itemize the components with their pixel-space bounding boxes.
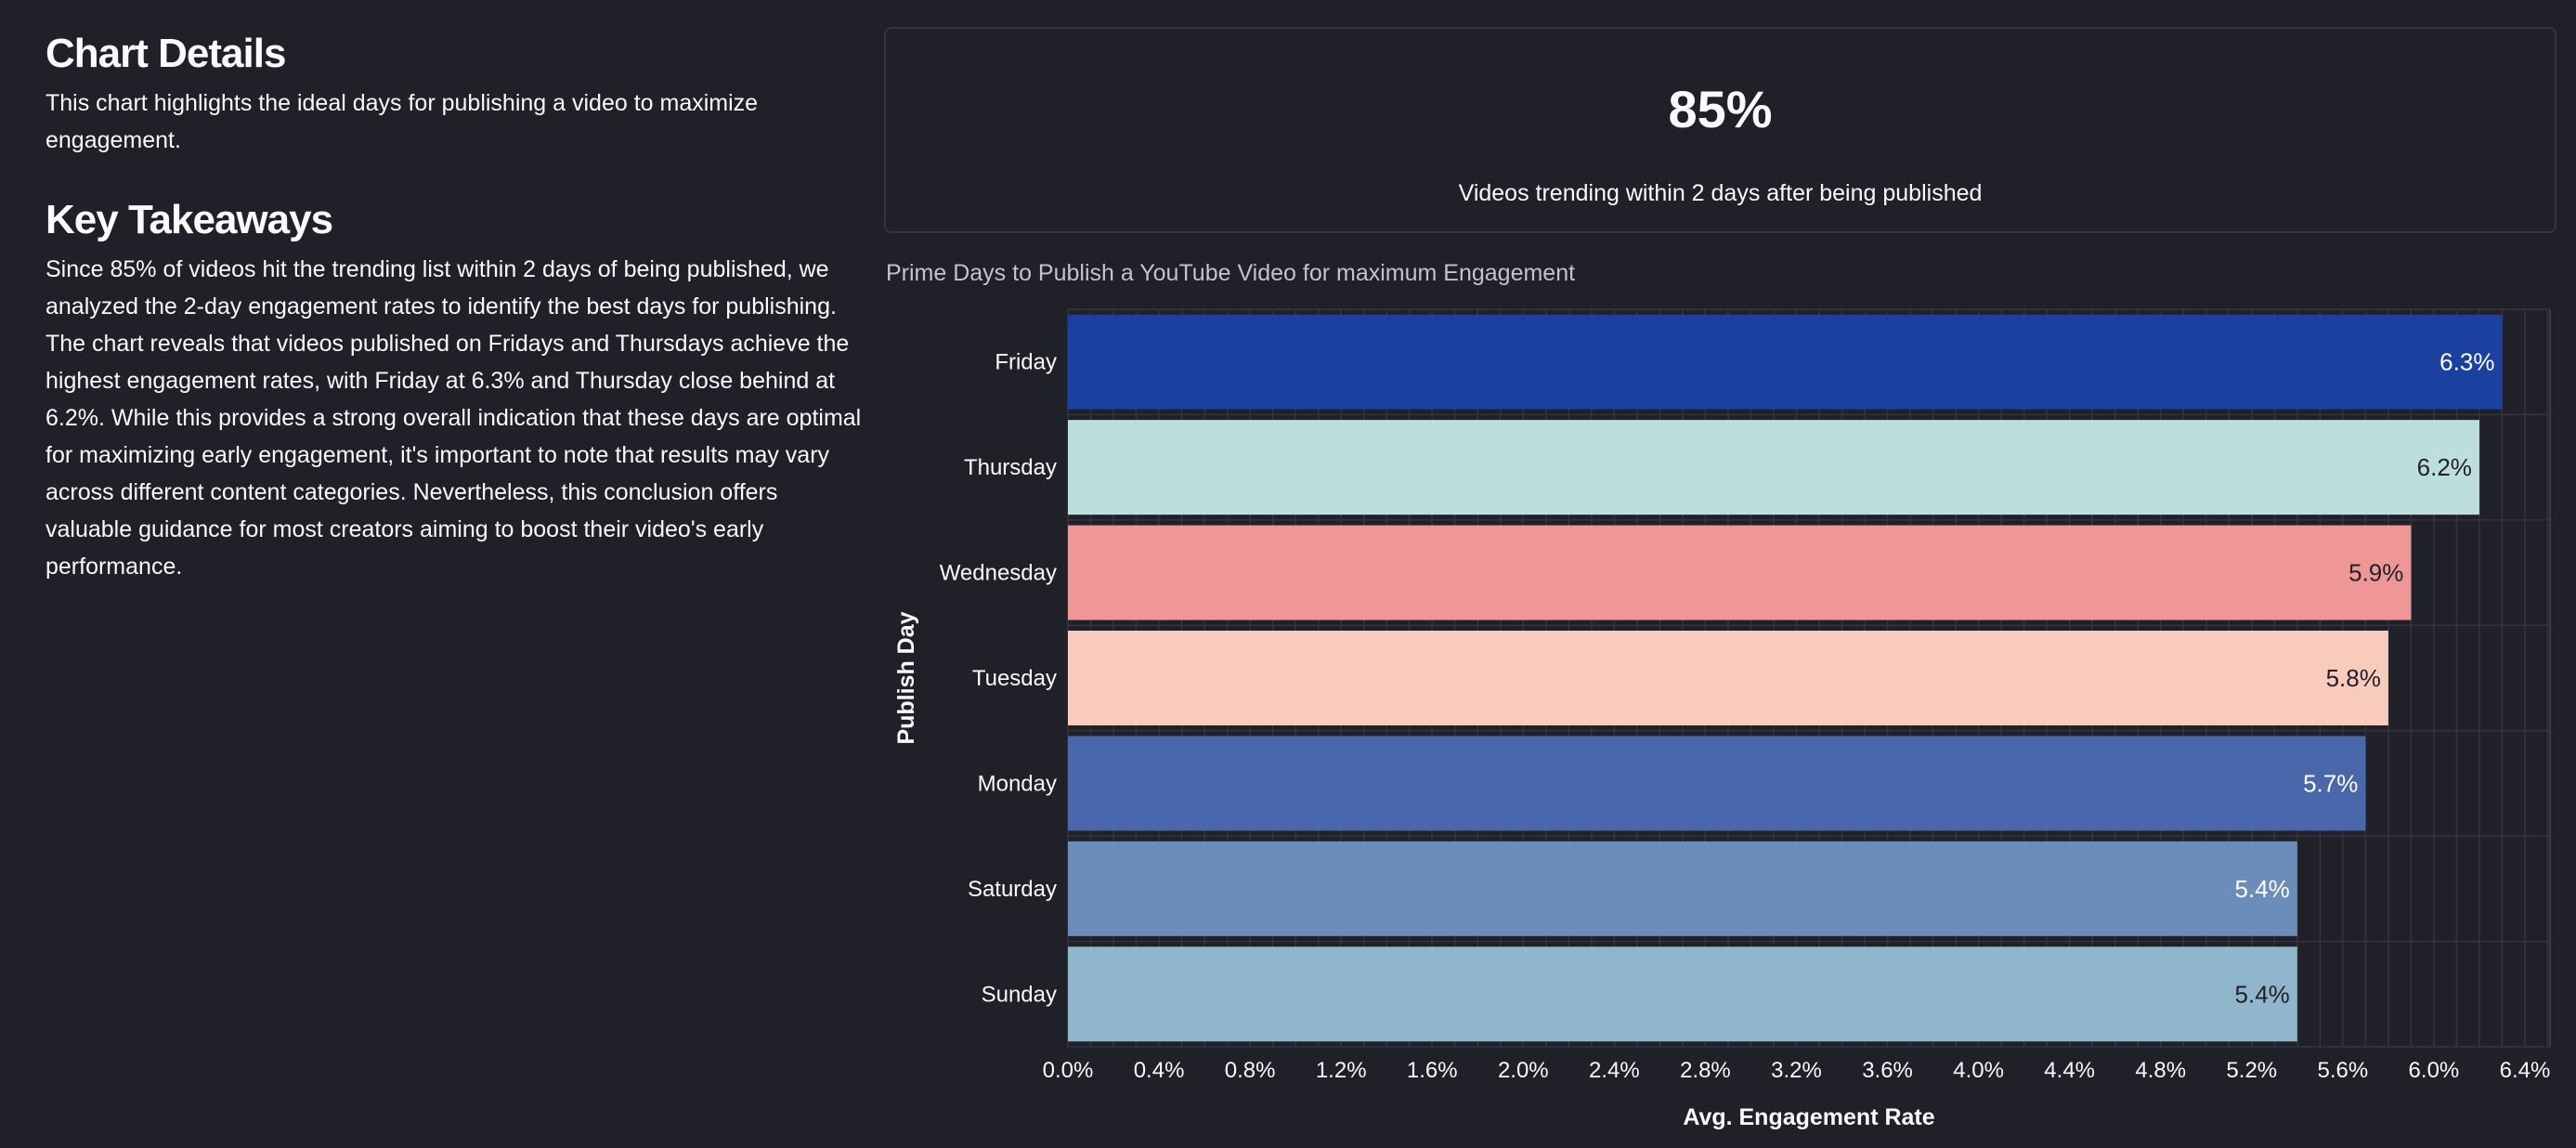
x-tick-label: 0.4% xyxy=(1134,1058,1185,1083)
x-tick-label: 4.4% xyxy=(2044,1058,2095,1083)
key-takeaways-text: Since 85% of videos hit the trending lis… xyxy=(46,256,862,580)
y-tick-label: Friday xyxy=(995,350,1057,375)
y-tick-label: Thursday xyxy=(964,455,1057,480)
bar-value-label: 5.4% xyxy=(2235,875,2290,903)
y-tick-label: Monday xyxy=(978,771,1057,796)
bar-value-label: 5.9% xyxy=(2348,559,2403,587)
chart-bars: 6.3% 6.2% 5.9% 5.8% 5.7% 5.4% 5.4% xyxy=(1068,314,2503,1042)
y-tick-label: Sunday xyxy=(982,982,1057,1007)
x-tick-label: 4.0% xyxy=(1953,1058,2004,1083)
x-tick-label: 3.2% xyxy=(1771,1058,1822,1083)
y-tick-label: Saturday xyxy=(968,877,1057,902)
x-tick-label: 0.8% xyxy=(1225,1058,1276,1083)
metric-card: 85% Videos trending within 2 days after … xyxy=(884,27,2556,233)
x-tick-label: 6.0% xyxy=(2409,1058,2460,1083)
x-tick-label: 6.4% xyxy=(2500,1058,2551,1083)
bar-value-label: 6.2% xyxy=(2417,453,2472,481)
x-tick-label: 0.0% xyxy=(1043,1058,1094,1083)
bar-thursday[interactable] xyxy=(1068,420,2479,515)
y-tick-label: Wednesday xyxy=(940,561,1057,586)
bar-value-label: 5.8% xyxy=(2326,664,2381,692)
metric-value: 85% xyxy=(1668,80,1773,138)
x-axis-title: Avg. Engagement Rate xyxy=(1683,1104,1934,1130)
metric-label: Videos trending within 2 days after bein… xyxy=(1458,180,1983,206)
bar-sunday[interactable] xyxy=(1068,946,2297,1042)
x-tick-label: 2.8% xyxy=(1680,1058,1731,1083)
x-tick-label: 2.0% xyxy=(1498,1058,1549,1083)
key-takeaways-heading: Key Takeaways xyxy=(46,197,333,242)
bar-wednesday[interactable] xyxy=(1068,525,2412,620)
bar-value-label: 6.3% xyxy=(2439,348,2494,376)
bar-value-label: 5.4% xyxy=(2235,980,2290,1008)
chart-details-text: This chart highlights the ideal days for… xyxy=(46,90,759,153)
bar-friday[interactable] xyxy=(1068,314,2503,410)
x-tick-label: 3.6% xyxy=(1862,1058,1913,1083)
y-axis-tick-labels: Friday Thursday Wednesday Tuesday Monday Satu… xyxy=(940,350,1057,1008)
bar-tuesday[interactable] xyxy=(1068,631,2388,725)
bar-saturday[interactable] xyxy=(1068,841,2297,936)
left-column: Chart Details This chart highlights the … xyxy=(46,28,863,585)
bar-value-label: 5.7% xyxy=(2303,769,2358,797)
x-tick-label: 5.6% xyxy=(2317,1058,2368,1083)
y-tick-label: Tuesday xyxy=(972,666,1057,691)
x-tick-label: 1.2% xyxy=(1316,1058,1367,1083)
x-tick-label: 4.8% xyxy=(2135,1058,2186,1083)
x-axis-tick-labels: 0.0% 0.4% 0.8% 1.2% 1.6% 2.0% 2.4% 2.8% 3.2% 3.6%… xyxy=(1043,1058,2551,1083)
chart-details-heading: Chart Details xyxy=(46,31,286,76)
y-axis-title: Publish Day xyxy=(893,611,919,744)
x-tick-label: 2.4% xyxy=(1589,1058,1640,1083)
x-tick-label: 5.2% xyxy=(2226,1058,2277,1083)
bar-monday[interactable] xyxy=(1068,736,2366,831)
x-tick-label: 1.6% xyxy=(1407,1058,1458,1083)
chart-title: Prime Days to Publish a YouTube Video fo… xyxy=(886,260,1576,286)
